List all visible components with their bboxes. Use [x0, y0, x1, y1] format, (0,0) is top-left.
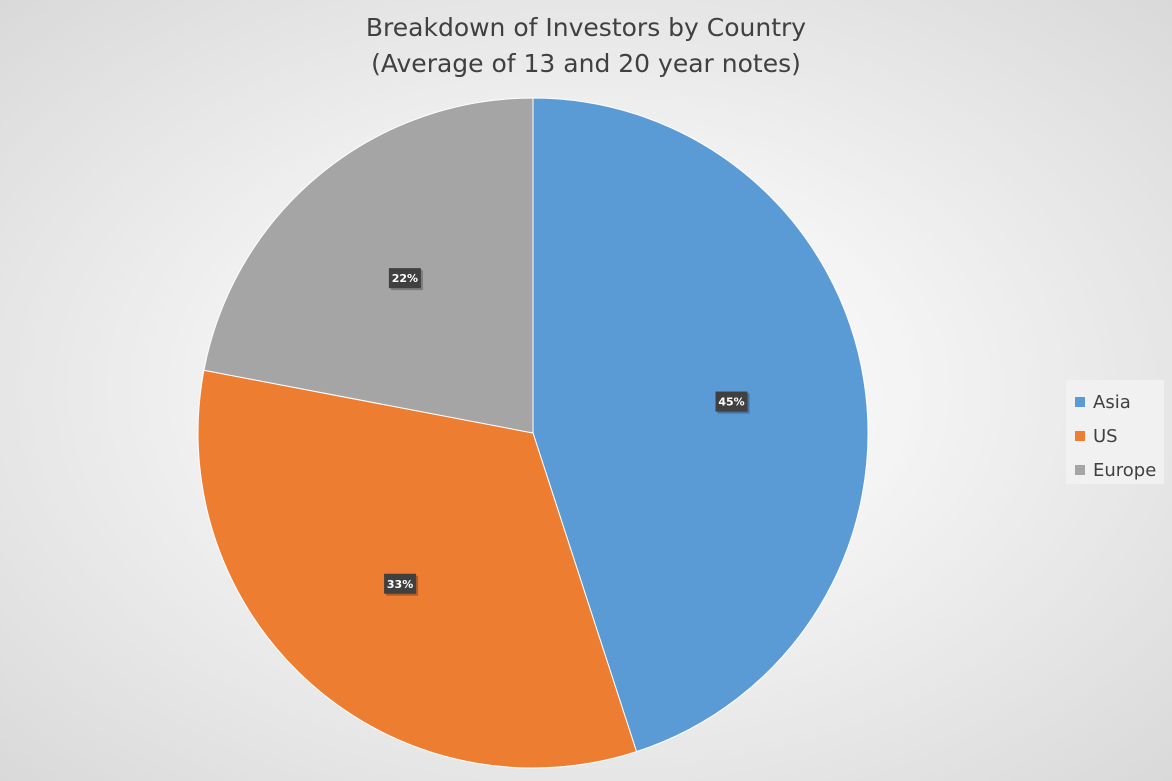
legend-item-us: US — [1066, 419, 1164, 453]
legend: Asia US Europe — [1066, 380, 1164, 484]
data-label-text: 33% — [387, 578, 413, 591]
chart-title: Breakdown of Investors by Country (Avera… — [0, 10, 1172, 82]
legend-swatch — [1075, 465, 1085, 475]
data-label-asia: 45% — [715, 391, 750, 414]
data-label-text: 45% — [718, 396, 744, 409]
chart-title-line: Breakdown of Investors by Country — [365, 13, 807, 42]
legend-item-europe: Europe — [1066, 453, 1164, 487]
pie-slice-asia — [532, 97, 869, 753]
legend-label: US — [1093, 425, 1118, 447]
pie-data-labels: 45% 33% 22% — [384, 268, 750, 596]
data-label-europe: 22% — [388, 268, 423, 291]
legend-swatch — [1075, 397, 1085, 407]
data-label-us: 33% — [384, 573, 419, 596]
pie-slices — [197, 97, 869, 769]
chart-subtitle: (Average of 13 and 20 year notes) — [371, 49, 801, 78]
legend-swatch — [1075, 431, 1085, 441]
legend-item-asia: Asia — [1066, 385, 1164, 419]
pie-slice-europe — [203, 97, 534, 434]
legend-label: Asia — [1093, 391, 1131, 413]
legend-label: Europe — [1093, 459, 1157, 481]
pie-slice-us — [197, 369, 638, 769]
data-label-text: 22% — [392, 272, 418, 285]
